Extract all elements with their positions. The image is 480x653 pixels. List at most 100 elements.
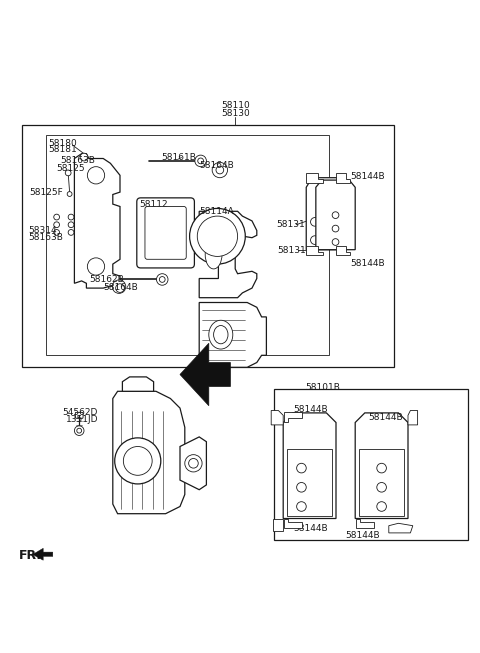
Polygon shape [356, 518, 374, 528]
Polygon shape [355, 413, 408, 518]
Circle shape [377, 502, 386, 511]
Circle shape [326, 236, 335, 244]
Polygon shape [113, 391, 185, 514]
Text: 58144B: 58144B [293, 405, 327, 413]
Circle shape [195, 155, 206, 167]
Text: 58314: 58314 [28, 226, 57, 235]
Circle shape [197, 216, 238, 257]
Text: 58161B: 58161B [161, 153, 196, 162]
Text: 54562D: 54562D [62, 408, 98, 417]
Text: 58163B: 58163B [28, 233, 63, 242]
Circle shape [87, 167, 105, 184]
Polygon shape [180, 437, 206, 490]
Text: 58164B: 58164B [103, 283, 138, 292]
Circle shape [74, 426, 84, 436]
Circle shape [311, 236, 319, 244]
Polygon shape [283, 413, 336, 518]
Circle shape [77, 428, 82, 433]
Circle shape [189, 458, 198, 468]
Text: 58144B: 58144B [346, 531, 380, 540]
Circle shape [68, 222, 74, 228]
Circle shape [332, 238, 339, 246]
Text: FR.: FR. [19, 549, 42, 562]
Circle shape [68, 230, 74, 235]
Circle shape [190, 208, 245, 264]
Circle shape [123, 447, 152, 475]
Text: 58131: 58131 [276, 220, 305, 229]
FancyBboxPatch shape [56, 215, 71, 219]
Bar [46, 135, 329, 355]
Circle shape [156, 274, 168, 285]
Text: 58180: 58180 [48, 138, 77, 148]
Text: 58181: 58181 [48, 146, 77, 154]
Polygon shape [389, 523, 413, 533]
FancyBboxPatch shape [56, 230, 71, 235]
Bar [359, 449, 404, 516]
Text: 58144B: 58144B [369, 413, 403, 422]
Text: 1351JD: 1351JD [66, 415, 99, 424]
Circle shape [80, 153, 88, 161]
Bar [287, 449, 332, 516]
Polygon shape [284, 412, 302, 422]
Text: 58144B: 58144B [293, 524, 327, 533]
Polygon shape [336, 246, 350, 255]
Circle shape [311, 217, 319, 226]
FancyBboxPatch shape [137, 198, 194, 268]
Text: 58144B: 58144B [350, 172, 385, 182]
Circle shape [65, 170, 71, 176]
Polygon shape [336, 173, 350, 182]
Text: 58101B: 58101B [305, 383, 340, 392]
Text: 58131: 58131 [277, 246, 306, 255]
Circle shape [377, 463, 386, 473]
FancyBboxPatch shape [115, 276, 121, 283]
Polygon shape [284, 518, 302, 528]
Polygon shape [199, 212, 257, 298]
Polygon shape [33, 549, 53, 560]
Circle shape [185, 454, 202, 472]
Polygon shape [316, 180, 355, 249]
FancyBboxPatch shape [146, 157, 153, 165]
Ellipse shape [205, 240, 222, 269]
Circle shape [68, 214, 74, 220]
Polygon shape [306, 173, 323, 182]
Circle shape [216, 166, 224, 174]
Polygon shape [74, 153, 120, 288]
FancyBboxPatch shape [145, 206, 186, 259]
Text: 58125F: 58125F [30, 187, 63, 197]
Circle shape [54, 222, 60, 228]
FancyBboxPatch shape [75, 163, 81, 167]
FancyBboxPatch shape [75, 413, 83, 418]
Ellipse shape [214, 326, 228, 343]
Circle shape [326, 217, 335, 226]
Circle shape [297, 483, 306, 492]
Polygon shape [122, 377, 154, 391]
Circle shape [67, 191, 72, 197]
Circle shape [116, 284, 124, 293]
Text: 58164B: 58164B [199, 161, 234, 170]
Text: 58114A: 58114A [199, 207, 234, 215]
Polygon shape [306, 178, 346, 249]
Circle shape [297, 502, 306, 511]
Circle shape [297, 463, 306, 473]
Polygon shape [199, 302, 266, 367]
Circle shape [54, 214, 60, 220]
Circle shape [54, 230, 60, 235]
Text: 58144B: 58144B [350, 259, 385, 268]
Circle shape [212, 163, 228, 178]
Polygon shape [180, 343, 230, 406]
Circle shape [332, 225, 339, 232]
FancyBboxPatch shape [56, 222, 71, 227]
Polygon shape [306, 246, 323, 255]
Bar [309, 207, 343, 247]
Text: 58110: 58110 [221, 101, 250, 110]
Text: 58130: 58130 [221, 109, 250, 118]
Text: 58163B: 58163B [60, 157, 95, 165]
Circle shape [198, 158, 204, 164]
Circle shape [115, 438, 161, 484]
Bar [318, 207, 353, 247]
Circle shape [332, 212, 339, 219]
Polygon shape [271, 411, 283, 425]
Ellipse shape [209, 320, 233, 349]
Bar [22, 125, 394, 367]
Text: 58112: 58112 [139, 200, 168, 208]
